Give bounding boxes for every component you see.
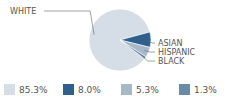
legend-swatch <box>63 84 74 95</box>
data-label: 1.3% <box>194 85 217 95</box>
slice-label: ASIAN <box>158 39 182 48</box>
slice-label: WHITE <box>10 7 36 16</box>
legend-swatch <box>4 84 15 95</box>
legend-swatch <box>179 84 190 95</box>
legend-swatch <box>121 84 132 95</box>
data-label: 8.0% <box>78 85 101 95</box>
data-label: 85.3% <box>19 85 48 95</box>
data-label: 5.3% <box>136 85 159 95</box>
slice-label: HISPANIC <box>158 48 196 57</box>
leader-line <box>44 11 94 35</box>
leader-line <box>144 50 155 52</box>
leader-line <box>146 40 155 43</box>
leader-line <box>142 55 155 61</box>
slices <box>89 9 151 71</box>
slice-label: BLACK <box>158 57 185 66</box>
slice <box>120 40 150 57</box>
chart: WHITE ASIANHISPANICBLACK 85.3% 8.0% 5.3% 1.3% <box>0 0 240 100</box>
